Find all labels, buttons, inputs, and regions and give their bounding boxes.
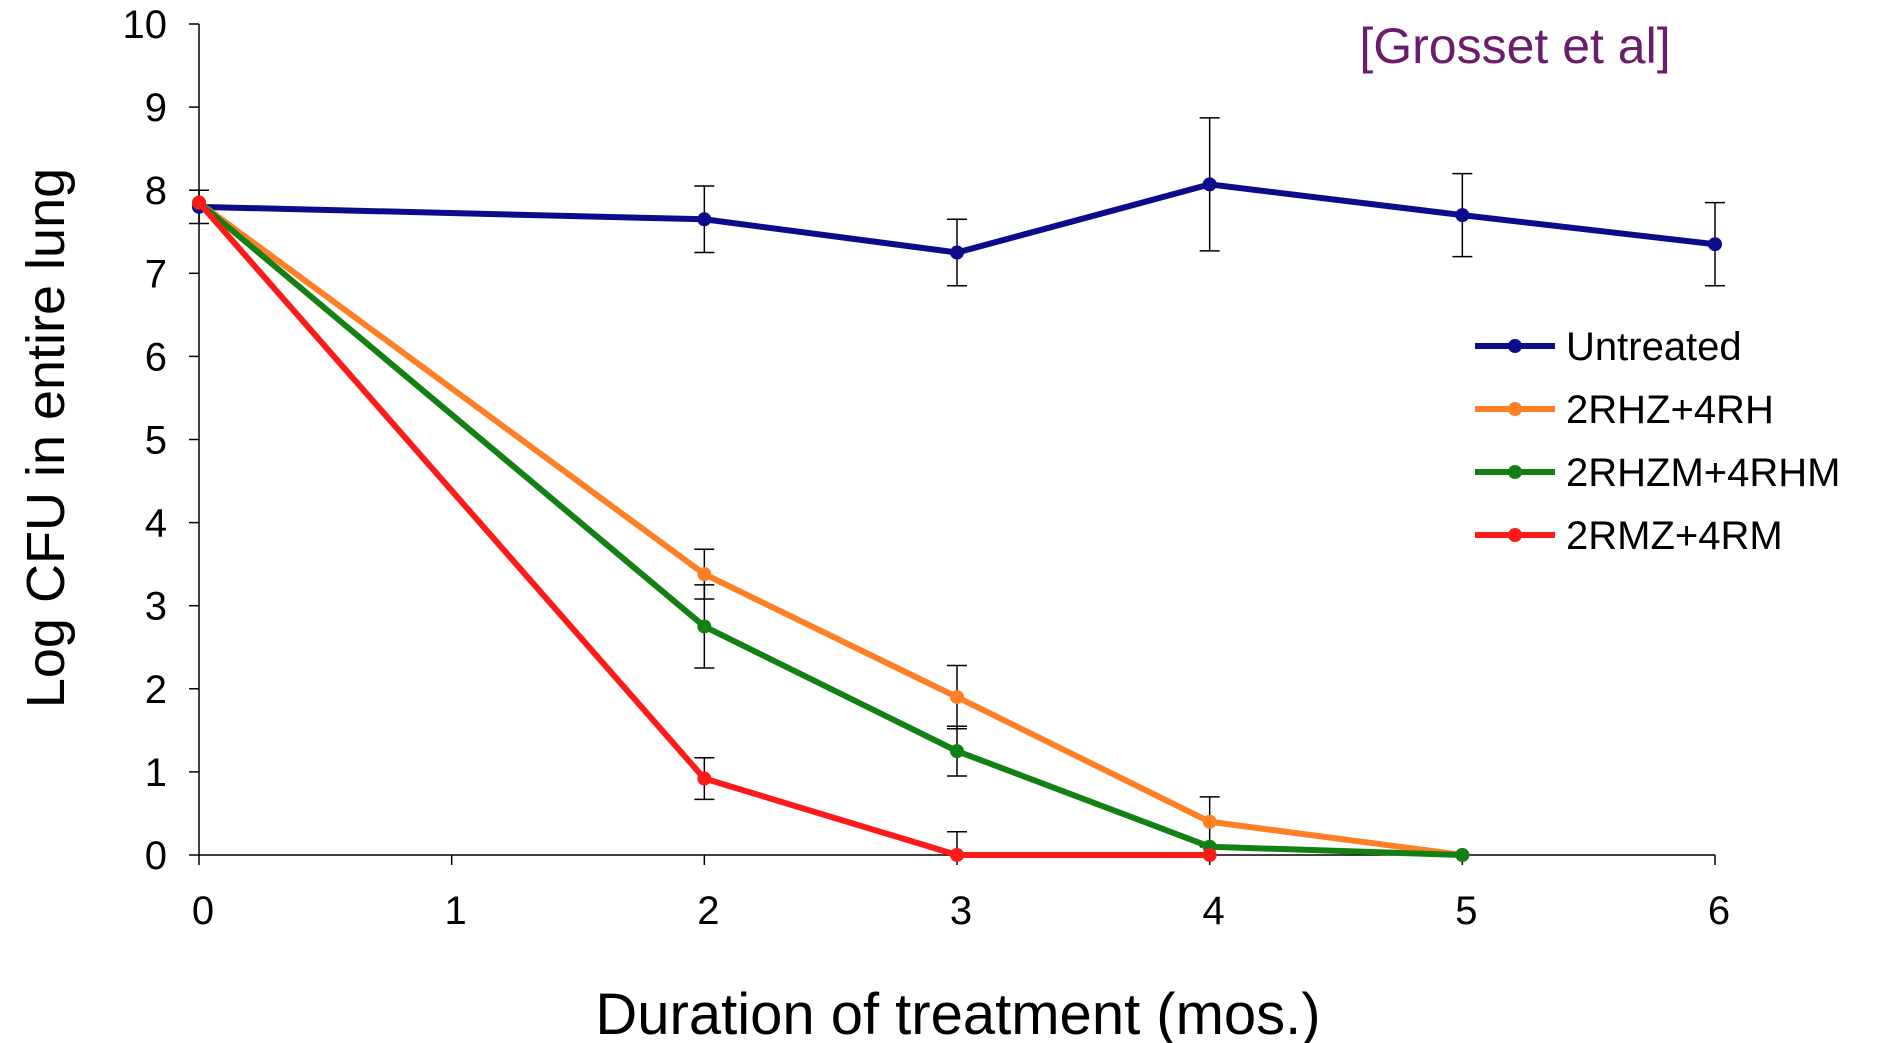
- series-line: [196, 200, 1210, 858]
- data-point: [950, 744, 964, 759]
- data-point: [1202, 814, 1217, 829]
- legend-marker: [1508, 402, 1522, 416]
- citation-annotation: [Grosset et al]: [1359, 18, 1670, 74]
- data-point: [1708, 237, 1722, 252]
- y-tick-label: 1: [145, 751, 167, 795]
- x-tick-label: 0: [192, 889, 214, 933]
- series-line: [197, 200, 1463, 858]
- x-tick-label: 1: [445, 889, 467, 933]
- series-line: [198, 181, 1716, 256]
- y-tick-label: 0: [145, 834, 167, 878]
- y-tick-label: 7: [145, 252, 167, 296]
- data-point: [697, 619, 712, 634]
- y-tick-label: 3: [145, 585, 167, 629]
- y-tick-label: 8: [145, 169, 167, 213]
- data-point: [697, 212, 712, 227]
- legend-marker: [1508, 339, 1522, 353]
- data-point: [697, 771, 712, 786]
- data-point: [1202, 848, 1217, 862]
- data-point: [1455, 208, 1470, 223]
- y-tick-label: 10: [123, 3, 168, 47]
- data-point: [1455, 848, 1470, 862]
- series-2: [192, 195, 1470, 862]
- plot-area: 0 1 2 3 4 5 6 7 8 9 10 0 1 2 3 4 5 6: [123, 3, 1731, 933]
- legend-label: Untreated: [1566, 325, 1742, 369]
- legend-label: 2RMZ+4RM: [1566, 514, 1783, 558]
- legend-marker: [1508, 465, 1522, 479]
- legend-label: 2RHZM+4RHM: [1566, 451, 1840, 495]
- series-3: [192, 195, 1470, 862]
- x-axis-title: Duration of treatment (mos.): [595, 982, 1320, 1043]
- x-tick-label: 4: [1203, 889, 1225, 933]
- legend-marker: [1508, 528, 1522, 542]
- y-tick-label: 4: [145, 502, 167, 546]
- series-line: [197, 200, 1463, 858]
- data-point: [950, 245, 964, 260]
- x-tick-label: 2: [697, 889, 719, 933]
- y-tick-label: 6: [145, 335, 167, 379]
- data-point: [1202, 177, 1217, 192]
- legend: Untreated 2RHZ+4RH 2RHZM+4RHM 2RMZ+4RM: [1475, 325, 1840, 558]
- series-4: [192, 195, 1217, 862]
- y-tick-label: 9: [145, 86, 167, 130]
- x-tick-label: 5: [1455, 889, 1477, 933]
- data-point: [697, 567, 712, 582]
- data-point: [192, 195, 206, 210]
- x-tick-label: 6: [1708, 889, 1730, 933]
- x-tick-label: 3: [950, 889, 972, 933]
- data-point: [950, 690, 964, 705]
- y-tick-label: 2: [145, 668, 167, 712]
- data-point: [950, 848, 964, 862]
- y-axis-title: Log CFU in entire lung: [16, 168, 76, 708]
- series-1: [189, 117, 1725, 287]
- y-tick-label: 5: [145, 419, 167, 463]
- legend-label: 2RHZ+4RH: [1566, 388, 1774, 432]
